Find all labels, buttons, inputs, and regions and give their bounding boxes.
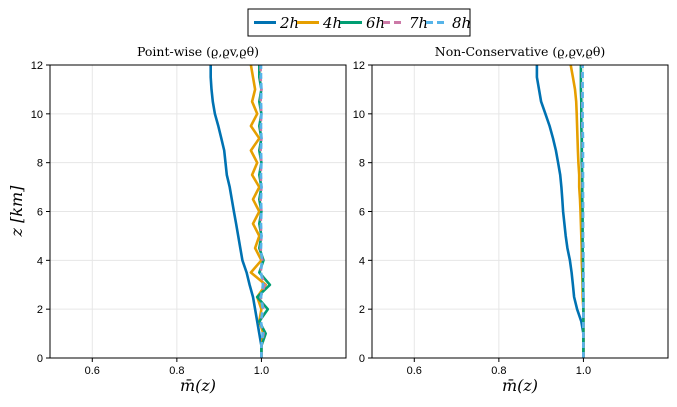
- series-line-4h: [249, 64, 268, 358]
- x-tick-label: 1.0: [254, 365, 269, 377]
- y-tick-label: 12: [31, 60, 43, 72]
- y-tick-label: 6: [37, 207, 43, 219]
- x-tick-label: 0.6: [85, 365, 100, 377]
- y-tick-label: 2: [359, 304, 365, 316]
- series-line-8h: [259, 65, 265, 358]
- series-line-2h: [209, 65, 263, 358]
- y-tick-label: 0: [37, 353, 43, 365]
- y-tick-label: 10: [31, 109, 43, 121]
- y-tick-label: 8: [359, 158, 365, 170]
- x-tick-label: 0.8: [169, 365, 184, 377]
- legend-item-7h: 7h: [383, 14, 428, 32]
- y-tick-label: 6: [359, 207, 365, 219]
- panel-title: Non-Conservative (ϱ,ϱv,ϱθ): [435, 44, 605, 59]
- legend-label: 2h: [279, 14, 299, 32]
- legend: 2h 4h 6h 7h 8h: [247, 8, 471, 37]
- y-tick-label: 10: [353, 109, 365, 121]
- legend-item-2h: 2h: [254, 14, 299, 32]
- y-tick-label: 4: [37, 255, 43, 267]
- x-tick-label: 1.0: [576, 365, 591, 377]
- legend-label: 8h: [452, 14, 471, 32]
- y-axis-label: z [km]: [7, 185, 26, 238]
- y-tick-label: 12: [353, 60, 365, 72]
- panel-point-wise: Point-wise (ϱ,ϱv,ϱθ) 0.6 0.8 1.0024681012 …: [7, 44, 347, 395]
- legend-label: 6h: [366, 14, 385, 32]
- x-axis-label: m̄(z): [180, 376, 216, 395]
- x-tick-label: 0.6: [407, 365, 422, 377]
- legend-item-6h: 6h: [340, 14, 385, 32]
- y-tick-label: 0: [359, 353, 365, 365]
- y-tick-label: 2: [37, 304, 43, 316]
- y-tick-label: 4: [359, 255, 365, 267]
- panel-non-conservative: Non-Conservative (ϱ,ϱv,ϱθ) 0.6 0.8 1.0 0 2 4 6…: [353, 44, 669, 395]
- y-tick-label: 8: [37, 158, 43, 170]
- legend-label: 7h: [409, 14, 428, 32]
- panel-title: Point-wise (ϱ,ϱv,ϱθ): [137, 44, 259, 59]
- legend-item-8h: 8h: [426, 14, 471, 32]
- legend-label: 4h: [322, 14, 342, 32]
- x-axis-label: m̄(z): [502, 376, 538, 395]
- x-tick-label: 0.8: [491, 365, 506, 377]
- series-line-8h: [581, 65, 585, 358]
- series-line-2h: [535, 65, 585, 358]
- legend-item-4h: 4h: [297, 14, 342, 32]
